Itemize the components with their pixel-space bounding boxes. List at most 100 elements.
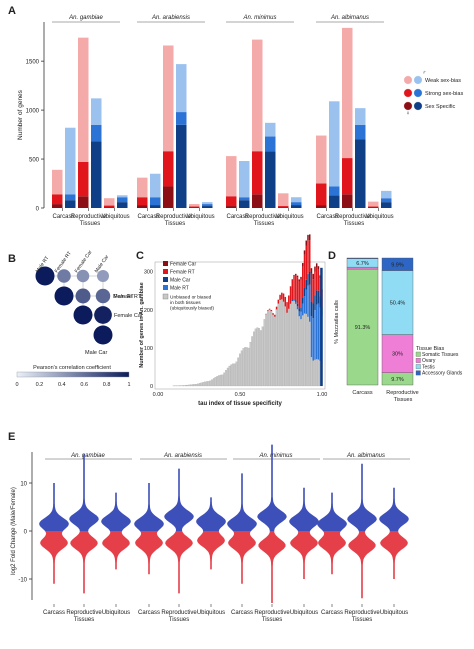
a-x-tick-label: Carcass — [226, 214, 248, 220]
a-x-tick-label: Ubiquitous — [186, 214, 214, 220]
c-bar — [303, 313, 306, 387]
a-legend-label: Weak sex-bias — [425, 78, 461, 84]
c-bar — [298, 316, 301, 387]
c-bar — [317, 359, 320, 387]
c-bar — [204, 381, 206, 387]
c-bar — [195, 384, 198, 387]
e-x-tick-label: Reproductive — [344, 610, 380, 616]
a-bar-female — [104, 198, 115, 206]
a-legend-male-swatch — [413, 101, 423, 111]
a-bar-female — [52, 169, 63, 195]
c-bar — [251, 336, 254, 387]
c-bar — [280, 299, 283, 387]
e-x-tick-label: Carcass — [138, 610, 160, 616]
b-correlation-dot — [76, 269, 90, 283]
c-bar — [315, 290, 318, 305]
e-violin-female-half — [102, 531, 130, 570]
c-bar — [205, 381, 208, 387]
a-bar-female — [316, 135, 327, 184]
c-bar — [191, 384, 194, 387]
e-violin-male-half — [164, 468, 194, 532]
c-bar — [293, 299, 295, 300]
c-bar — [317, 266, 320, 270]
a-bar-male — [291, 205, 302, 208]
c-bar — [226, 367, 229, 387]
e-violin-female-half — [135, 531, 163, 575]
c-bar — [289, 286, 292, 304]
c-bar — [302, 266, 304, 298]
d-value-label: 50.4% — [390, 301, 406, 307]
a-x-tick-label: Ubiquitous — [365, 214, 393, 220]
d-value-label: 30% — [392, 352, 403, 358]
c-bar — [279, 299, 281, 387]
e-x-axis-title: Tissues — [262, 617, 282, 623]
a-bar-female — [78, 37, 89, 162]
c-bar — [185, 385, 187, 387]
c-bar — [279, 294, 281, 300]
c-bar — [302, 297, 304, 304]
c-bar — [296, 305, 299, 310]
panel-a-chart: 0 500 1000 1500 Number of genes An. gambiae Ca… — [17, 15, 463, 227]
e-x-axis-title: Tissues — [352, 617, 372, 623]
a-x-axis-title: Tissues — [254, 221, 274, 227]
c-bar — [242, 348, 245, 387]
b-row-label: Male RT — [113, 294, 134, 300]
c-bar — [244, 347, 247, 387]
c-bar — [295, 274, 297, 301]
c-bar — [261, 326, 264, 387]
d-legend-swatch — [415, 351, 421, 357]
d-legend-swatch — [415, 358, 421, 363]
c-bar — [305, 245, 307, 280]
a-bar-female — [278, 206, 289, 208]
c-bar — [298, 279, 301, 282]
c-bar — [291, 300, 294, 387]
c-bar — [256, 327, 259, 387]
c-bar — [214, 377, 217, 387]
e-species-label: An. arabiensis — [163, 453, 202, 459]
c-bar — [315, 267, 318, 291]
e-x-tick-label: Ubiquitous — [380, 610, 408, 616]
b-scale-tick-label: 0.8 — [103, 382, 111, 388]
c-bar — [181, 385, 184, 387]
a-bar-male — [117, 202, 128, 208]
c-bar — [296, 275, 299, 278]
a-bar-female — [104, 205, 115, 208]
e-violin-male-half — [101, 492, 131, 532]
d-bar-segment — [346, 268, 379, 386]
c-legend-swatch — [163, 277, 168, 282]
a-x-tick-label: Reproductive — [245, 214, 281, 220]
c-bar — [273, 316, 276, 387]
a-bar-female — [163, 45, 174, 152]
a-x-tick-label: Reproductive — [335, 214, 371, 220]
a-bar-female — [137, 197, 148, 206]
c-legend-label: Female Car — [170, 262, 196, 268]
c-y-tick-label: 300 — [144, 270, 153, 276]
a-bar-female — [226, 196, 237, 207]
c-legend-swatch — [163, 261, 168, 266]
c-bar — [293, 274, 295, 276]
c-bar — [310, 356, 313, 387]
e-violin-female-half — [70, 531, 98, 594]
c-y-tick-label: 100 — [144, 346, 153, 352]
c-bar — [188, 384, 191, 387]
c-x-tick-label: 0.50 — [235, 392, 246, 398]
a-species-label: An. gambiae — [68, 15, 103, 21]
c-bar — [209, 380, 212, 387]
a-bar-female — [189, 204, 200, 207]
c-bar — [317, 303, 320, 360]
b-scale-bar — [16, 371, 130, 378]
c-y-tick-label: 0 — [150, 384, 153, 390]
c-bar — [270, 310, 273, 387]
e-species-label: An. gambiae — [70, 453, 105, 459]
a-bar-female — [163, 151, 174, 187]
a-bar-male — [239, 197, 250, 201]
a-x-tick-label: Reproductive — [156, 214, 192, 220]
c-bar — [300, 318, 302, 387]
c-bar — [246, 347, 248, 387]
a-bar-female — [368, 201, 379, 207]
d-legend-label: Testis — [422, 364, 435, 370]
a-bar-male — [239, 200, 250, 208]
c-bar — [288, 295, 290, 309]
c-bar — [314, 295, 316, 311]
